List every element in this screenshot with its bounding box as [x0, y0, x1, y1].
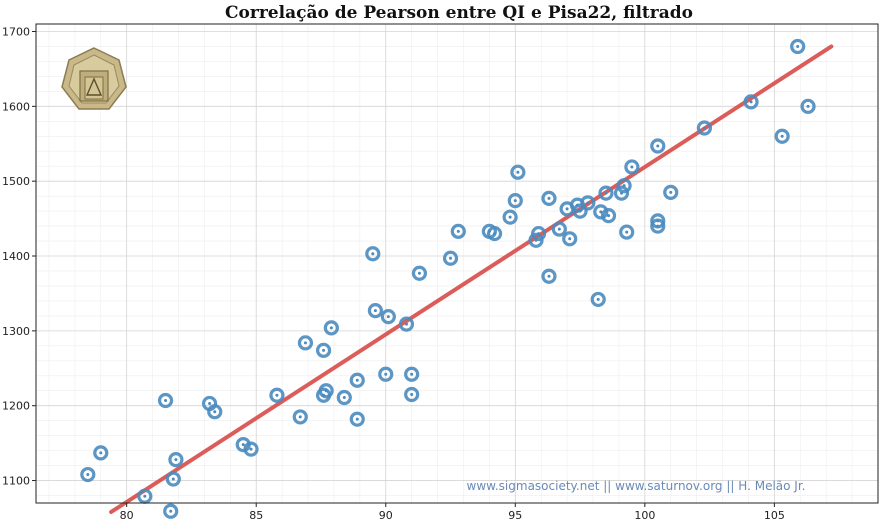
- data-point: [349, 411, 365, 427]
- data-point: [531, 225, 547, 242]
- data-point: [367, 303, 383, 319]
- data-point: [541, 268, 557, 284]
- data-point: [269, 387, 285, 403]
- data-point: [411, 265, 428, 281]
- trendline: [109, 44, 834, 514]
- y-tick-label: 1300: [2, 325, 30, 338]
- y-tick-label: 1400: [2, 250, 30, 263]
- data-point: [502, 209, 518, 225]
- x-tick-label: 105: [764, 509, 785, 522]
- x-tick-label: 100: [634, 509, 655, 522]
- plot-frame: [35, 23, 879, 504]
- data-point: [600, 208, 617, 224]
- data-point: [593, 204, 609, 220]
- data-point: [790, 38, 806, 55]
- sigma-logo-icon: [61, 47, 127, 110]
- data-point: [551, 221, 567, 237]
- data-point: [398, 316, 415, 332]
- y-axis-ticks: 1100 1200 1300 1400 1500 1600 1700: [2, 25, 36, 488]
- data-point: [598, 185, 614, 201]
- data-point: [93, 445, 109, 461]
- data-point: [207, 404, 223, 420]
- data-point: [650, 138, 666, 154]
- data-point: [442, 250, 459, 266]
- data-point: [624, 159, 640, 175]
- data-point: [243, 441, 259, 457]
- data-point: [336, 389, 352, 406]
- data-point: [365, 246, 381, 262]
- data-point: [404, 366, 420, 382]
- y-tick-label: 1100: [2, 475, 30, 488]
- data-points: [80, 38, 816, 519]
- x-tick-label: 95: [508, 509, 522, 522]
- data-point: [318, 383, 334, 399]
- data-point: [349, 372, 365, 388]
- y-tick-label: 1600: [2, 100, 30, 113]
- data-point: [590, 291, 606, 308]
- data-point: [486, 225, 503, 242]
- data-point: [572, 203, 588, 219]
- data-point: [743, 94, 759, 110]
- data-point: [323, 320, 339, 336]
- x-tick-label: 90: [379, 509, 393, 522]
- data-point: [562, 231, 578, 247]
- data-point: [404, 386, 420, 403]
- data-point: [507, 193, 523, 209]
- data-point: [800, 98, 816, 114]
- y-tick-label: 1200: [2, 400, 30, 413]
- data-point: [380, 309, 396, 325]
- y-tick-label: 1700: [2, 25, 30, 38]
- data-point: [450, 223, 466, 239]
- data-point: [774, 128, 790, 144]
- y-tick-label: 1500: [2, 175, 30, 188]
- data-point: [541, 190, 557, 206]
- data-point: [650, 218, 666, 234]
- data-point: [619, 224, 635, 240]
- x-tick-label: 80: [120, 509, 134, 522]
- data-point: [378, 366, 394, 382]
- grid-lines: [36, 24, 879, 503]
- data-point: [168, 451, 184, 468]
- data-point: [137, 488, 153, 504]
- data-point: [580, 195, 596, 211]
- x-axis-ticks: 80 85 90 95 100 105: [120, 503, 785, 522]
- data-point: [315, 342, 332, 358]
- data-point: [165, 471, 181, 487]
- x-tick-label: 85: [249, 509, 263, 522]
- data-point: [696, 120, 713, 136]
- trendline-segment: [109, 44, 834, 514]
- chart-title: Correlação de Pearson entre QI e Pisa22,…: [225, 3, 693, 23]
- data-point: [297, 335, 314, 351]
- data-point: [292, 409, 308, 425]
- data-point: [80, 466, 96, 483]
- data-point: [163, 503, 179, 519]
- data-point: [663, 184, 679, 200]
- watermark-text: www.sigmasociety.net || www.saturnov.org…: [467, 479, 806, 493]
- data-point: [510, 164, 526, 180]
- data-point: [157, 392, 174, 409]
- data-point: [616, 178, 632, 194]
